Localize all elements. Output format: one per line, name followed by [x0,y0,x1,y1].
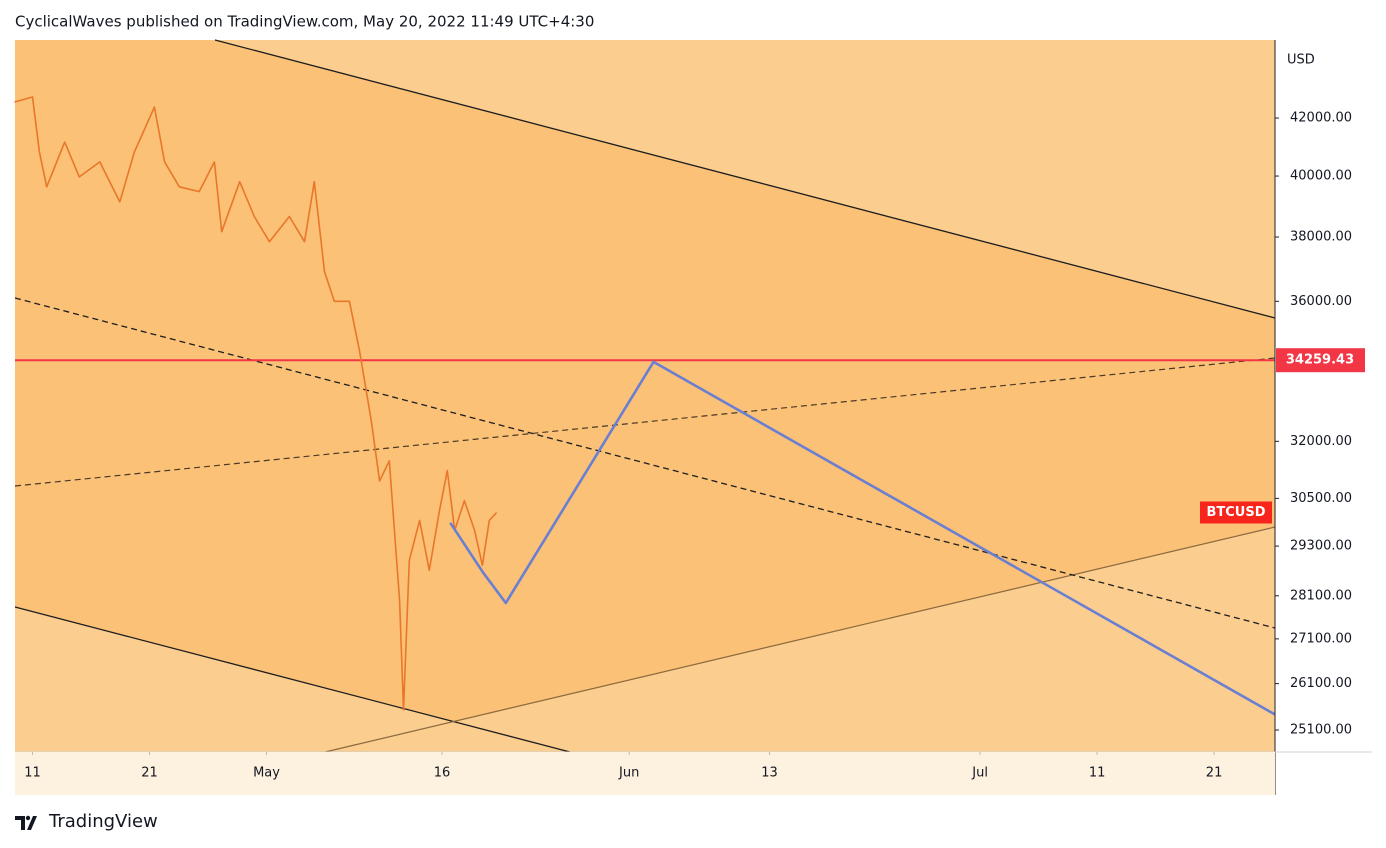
trend-line [324,526,1276,753]
x-tick-label: 13 [761,766,778,781]
y-tick-label: 40000.00 [1290,169,1352,184]
y-tick-label: 42000.00 [1290,111,1352,126]
symbol-label-box [1200,501,1272,524]
y-tick-label: 30500.00 [1290,491,1352,506]
x-tick-label: May [253,766,280,781]
x-tick-label: 11 [24,766,41,781]
channel-fill [15,40,1275,722]
dashed-line [14,357,1276,487]
x-tick-label: 11 [1089,766,1106,781]
y-tick-label: 29300.00 [1290,539,1352,554]
y-tick-label: 36000.00 [1290,294,1352,309]
channel-line [14,606,571,753]
footer: TradingView [48,811,158,832]
x-tick-label: 21 [1206,766,1223,781]
dashed-line [14,297,1276,629]
x-tick-label: 16 [434,766,451,781]
channel-line [214,39,1276,319]
x-tick-label: Jun [618,766,639,781]
series-line [14,96,498,711]
series-line [449,360,1276,716]
y-unit: USD [1287,53,1315,68]
symbol-label: BTCUSD [1206,505,1265,520]
y-tick-label: 26100.00 [1290,676,1352,691]
x-tick-label: Jul [971,766,988,781]
logo [15,815,37,830]
y-tick-label: 25100.00 [1290,723,1352,738]
y-tick-label: 32000.00 [1290,434,1352,449]
y-tick-label: 28100.00 [1290,588,1352,603]
x-tick-label: 21 [141,766,158,781]
price-label-box [1276,348,1365,373]
header: CyclicalWaves published on TradingView.c… [15,13,594,31]
y-tick-label: 27100.00 [1290,631,1352,646]
x-axis-band [15,752,1275,795]
y-tick-label: 38000.00 [1290,230,1352,245]
marks [14,96,1276,716]
price-label: 34259.43 [1286,353,1354,368]
